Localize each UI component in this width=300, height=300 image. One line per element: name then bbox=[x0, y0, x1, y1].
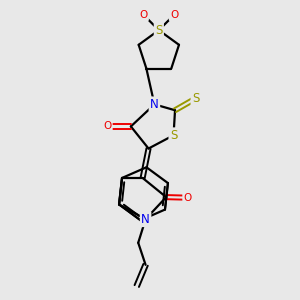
Text: S: S bbox=[192, 92, 199, 105]
Text: O: O bbox=[140, 10, 148, 20]
Text: O: O bbox=[170, 10, 178, 20]
Text: S: S bbox=[155, 24, 163, 37]
Text: N: N bbox=[141, 213, 150, 226]
Text: O: O bbox=[184, 193, 192, 203]
Text: S: S bbox=[170, 129, 177, 142]
Text: N: N bbox=[150, 98, 159, 111]
Text: O: O bbox=[103, 122, 111, 131]
